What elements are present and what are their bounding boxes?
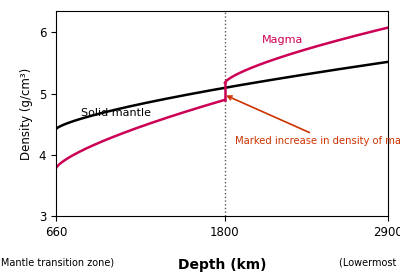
Text: Magma: Magma <box>262 35 303 45</box>
X-axis label: Depth (km): Depth (km) <box>178 258 266 272</box>
Text: Marked increase in density of magma: Marked increase in density of magma <box>228 96 400 147</box>
Text: Solid mantle: Solid mantle <box>81 108 151 118</box>
Text: (Mantle transition zone): (Mantle transition zone) <box>0 258 114 268</box>
Y-axis label: Density (g/cm³): Density (g/cm³) <box>20 67 33 160</box>
Text: (Lowermost mantle): (Lowermost mantle) <box>339 258 400 268</box>
